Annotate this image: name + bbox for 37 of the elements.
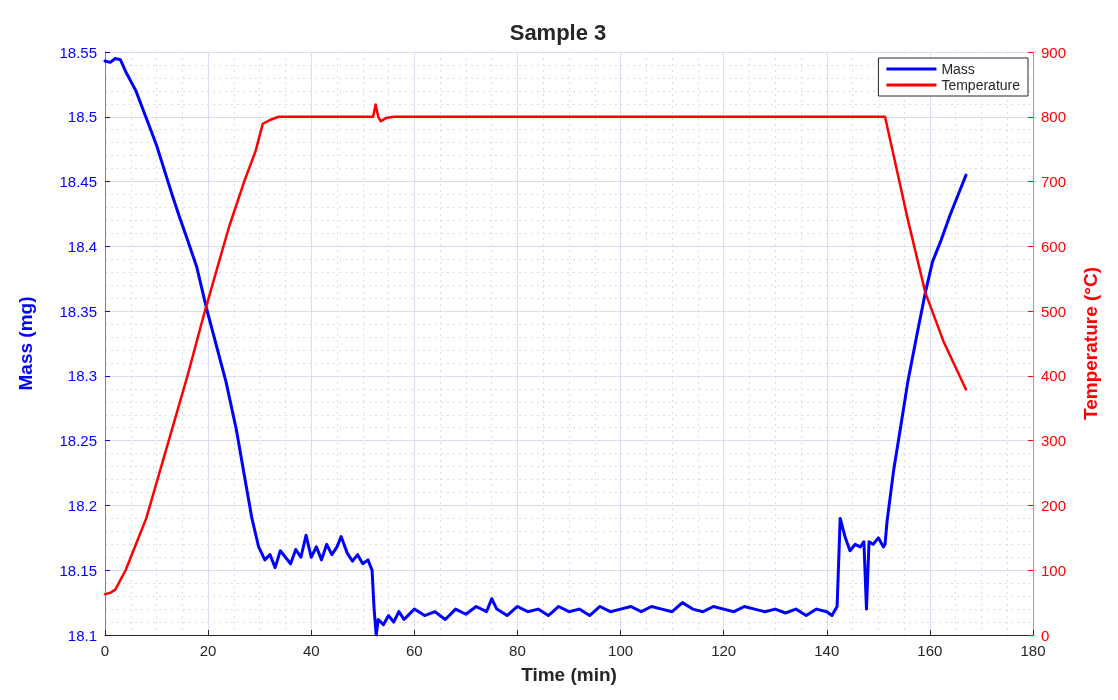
x-tick-label: 60 (405, 642, 423, 659)
x-tick-label: 180 (1020, 642, 1046, 659)
x-tick-label: 160 (917, 642, 943, 659)
line-series (103, 103, 968, 596)
y2-tick-label: 0 (1041, 626, 1050, 644)
y2-tick-label: 100 (1041, 561, 1067, 579)
x-tick-label: 80 (509, 642, 526, 659)
y2-tick-label: 200 (1041, 496, 1067, 514)
y2-tick-label: 600 (1041, 237, 1067, 255)
y2-axis-title: Temperature (°C) (1080, 267, 1101, 420)
y2-tick-label: 300 (1041, 432, 1067, 450)
y2-tick-label: 900 (1041, 43, 1067, 61)
x-tick-label: 120 (711, 642, 737, 659)
legend-label: Mass (941, 61, 975, 77)
y2-tick-label: 700 (1041, 173, 1067, 191)
y-tick-label: 18.3 (67, 367, 97, 385)
y2-tick-label: 800 (1041, 108, 1067, 126)
x-tick-label: 0 (100, 642, 110, 659)
legend-label: Temperature (941, 77, 1021, 93)
y-tick-label: 18.4 (67, 237, 97, 255)
y-tick-label: 18.45 (59, 173, 97, 191)
y-axis-title: Mass (mg) (15, 296, 36, 391)
y-tick-label: 18.55 (59, 43, 97, 61)
x-tick-label: 100 (608, 642, 634, 659)
y-tick-label: 18.15 (59, 561, 97, 579)
y-tick-label: 18.1 (67, 626, 97, 644)
x-tick-label: 40 (302, 642, 320, 659)
y-tick-label: 18.25 (59, 432, 97, 450)
y2-tick-label: 400 (1041, 367, 1067, 385)
y-tick-label: 18.35 (59, 302, 97, 320)
chart-title: Sample 3 (509, 19, 607, 45)
x-tick-label: 140 (814, 642, 840, 659)
x-axis-title: Time (min) (521, 664, 617, 685)
y-tick-label: 18.2 (67, 496, 97, 514)
x-tick-label: 20 (199, 642, 217, 659)
y-tick-label: 18.5 (67, 108, 97, 126)
y2-tick-label: 500 (1041, 302, 1067, 320)
